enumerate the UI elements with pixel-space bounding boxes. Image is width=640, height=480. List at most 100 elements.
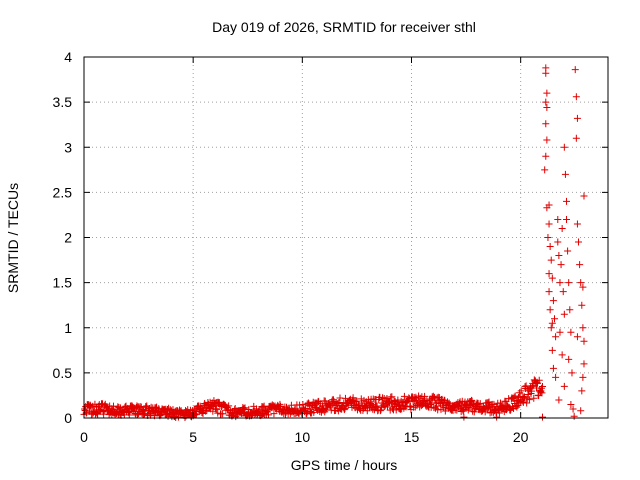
data-point [349,394,357,402]
data-point [535,376,543,384]
data-point [400,392,408,400]
data-point [573,114,581,122]
data-point [296,401,304,409]
data-point [563,215,571,223]
y-tick-label: 3 [64,139,72,155]
data-point [546,306,554,314]
data-point [353,397,361,405]
data-point [555,252,563,260]
y-tick-label: 4 [64,49,72,65]
data-point [232,413,240,421]
x-tick-label: 0 [80,429,88,445]
data-point [528,382,536,390]
data-point [341,405,349,413]
y-tick-label: 1.5 [53,275,73,291]
data-point [545,270,553,278]
data-point [538,389,546,397]
data-point [543,89,551,97]
y-tick-label: 0 [64,410,72,426]
data-point [468,397,476,405]
x-axis-title: GPS time / hours [291,457,398,473]
data-point [468,396,476,404]
data-point [568,369,576,377]
data-point [542,69,550,77]
x-tick-label: 5 [189,429,197,445]
data-point [566,306,574,314]
data-point [575,238,583,246]
data-point [560,310,568,318]
grid [84,57,608,418]
data-point [388,393,396,401]
data-point [543,104,551,112]
data-point [541,166,549,174]
data-point [525,396,533,404]
data-point [556,328,564,336]
data-point [554,215,562,223]
data-point [561,170,569,178]
data-point [545,288,553,296]
data-point [580,360,588,368]
data-point [126,407,134,415]
data-point [542,152,550,160]
data-point [578,301,586,309]
data-point [191,411,199,419]
data-point [572,93,580,101]
data-point [549,364,557,372]
data-point [429,392,437,400]
data-point [511,392,519,400]
data-point [580,337,588,345]
data-point [373,402,381,410]
data-point [394,396,402,404]
data-point [560,143,568,151]
data-point [444,400,452,408]
y-tick-label: 1 [64,320,72,336]
data-point [565,279,573,287]
data-point [466,402,474,410]
data-point [263,407,271,415]
data-point [504,402,512,410]
data-point [386,398,394,406]
data-point [270,410,278,418]
data-point [245,405,253,413]
data-point [542,120,550,128]
data-point [573,220,581,228]
data-point [305,400,313,408]
data-point [577,279,585,287]
data-point [571,66,579,74]
data-point [549,297,557,305]
data-point [559,288,567,296]
data-point [125,411,133,419]
data-point [518,397,526,405]
data-point [486,409,494,417]
data-point [306,407,314,415]
data-point [577,407,585,415]
data-point [519,398,527,406]
data-point [340,406,348,414]
data-point [558,224,566,232]
data-point [513,403,521,411]
data-point [579,373,587,381]
data-point [576,261,584,269]
data-point [157,411,165,419]
chart-title: Day 019 of 2026, SRMTID for receiver sth… [212,19,476,35]
y-tick-label: 0.5 [53,365,73,381]
data-point [520,394,528,402]
data-point [421,392,429,400]
data-point [310,408,318,416]
data-point [548,319,556,327]
data-point [367,399,375,407]
data-point [579,283,587,291]
data-point [522,382,530,390]
data-point [567,400,575,408]
data-point [427,400,435,408]
data-point [519,392,527,400]
data-point [579,324,587,332]
axis-ticks [83,56,608,419]
data-points [80,64,588,422]
data-point [569,405,577,413]
data-point [506,406,514,414]
x-tick-label: 15 [404,429,420,445]
data-point [545,201,553,209]
data-point [563,197,571,205]
